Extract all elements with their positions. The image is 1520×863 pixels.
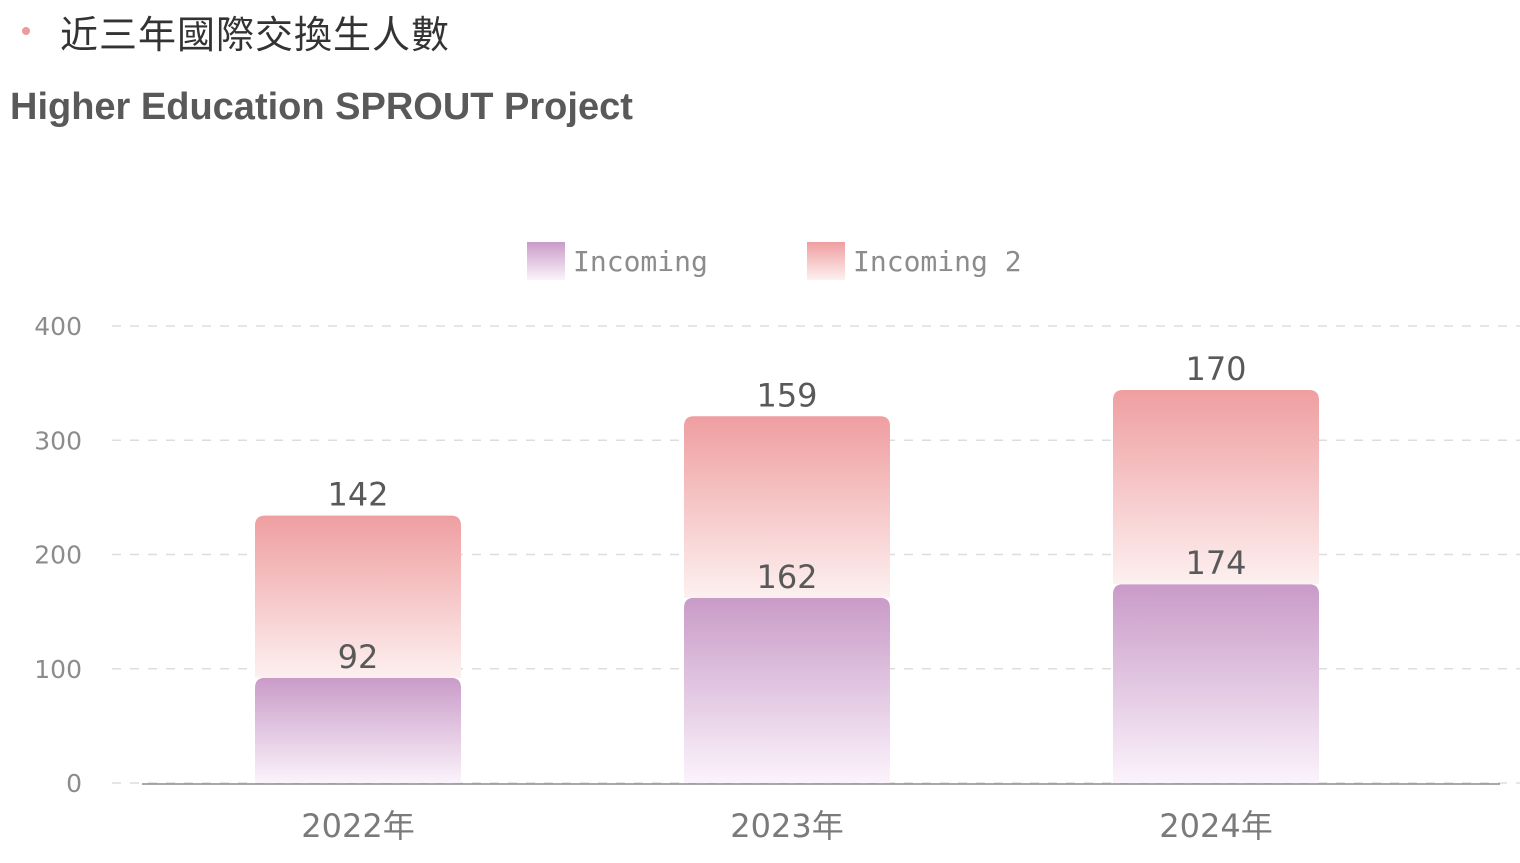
- bar-segment: [684, 597, 890, 783]
- legend-label: Incoming 2: [853, 245, 1022, 278]
- data-label: 142: [327, 476, 388, 514]
- y-tick-label: 100: [34, 655, 82, 684]
- bar-segment: [255, 515, 461, 678]
- legend-label: Incoming: [573, 245, 708, 278]
- legend-swatch: [807, 242, 845, 280]
- y-tick-label: 300: [34, 426, 82, 455]
- legend: Incoming Incoming 2: [527, 242, 1022, 280]
- data-label: 92: [338, 638, 379, 676]
- x-tick-label: 2024年: [1159, 807, 1272, 845]
- x-tick-label: 2022年: [301, 807, 414, 845]
- bars: [255, 389, 1319, 783]
- x-axis: 2022年 2023年 2024年: [301, 807, 1272, 845]
- bar-segment: [255, 677, 461, 783]
- y-axis: 0 100 200 300 400: [34, 312, 1500, 798]
- legend-swatch: [527, 242, 565, 280]
- heading-row: 近三年國際交換生人數: [22, 6, 451, 57]
- data-label: 170: [1185, 350, 1246, 388]
- page-title: 近三年國際交換生人數: [60, 12, 451, 57]
- bar-segment: [1113, 389, 1319, 585]
- bar-segment: [684, 416, 890, 598]
- data-labels: 92 142 162 159 174 170: [327, 350, 1246, 676]
- x-tick-label: 2023年: [730, 807, 843, 845]
- project-subtitle: Higher Education SPROUT Project: [10, 86, 633, 128]
- y-tick-label: 200: [34, 541, 82, 570]
- data-label: 162: [756, 558, 817, 596]
- y-tick-label: 400: [34, 312, 82, 341]
- y-tick-label: 0: [66, 769, 82, 798]
- data-label: 159: [756, 376, 817, 414]
- bullet-dot-icon: [22, 27, 30, 35]
- data-label: 174: [1185, 544, 1246, 582]
- bar-segment: [1113, 584, 1319, 783]
